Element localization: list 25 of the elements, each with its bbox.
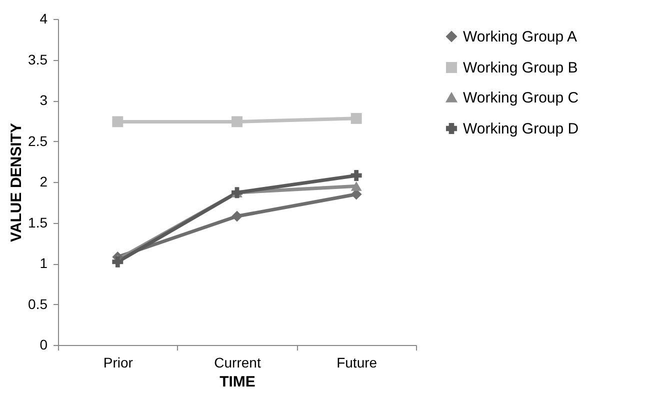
- y-tick-label: 3: [40, 92, 48, 108]
- point: [232, 116, 242, 128]
- y-tick-label: 3.5: [28, 51, 48, 68]
- point: [350, 170, 362, 181]
- y-tick-label: 2: [40, 174, 48, 190]
- point: [112, 116, 124, 128]
- point: [350, 181, 362, 191]
- y-tick-label: 0: [40, 336, 48, 352]
- legend-label: Working Group C: [463, 90, 579, 106]
- legend-label: Working Group A: [463, 28, 577, 46]
- y-tick-label: 1.5: [28, 214, 48, 230]
- y-axis-title: VALUE DENSITY: [8, 123, 26, 242]
- y-tick-label: 1: [40, 255, 48, 271]
- point: [112, 256, 124, 268]
- x-axis-title: TIME: [220, 374, 256, 390]
- y-tick-label: 2.5: [28, 132, 48, 149]
- x-tick-label: Prior: [103, 354, 134, 370]
- y-tick-label: 0.5: [28, 296, 48, 312]
- point: [232, 210, 242, 222]
- legend-label: Working Group B: [463, 60, 578, 76]
- point: [350, 112, 362, 124]
- x-tick-label: Future: [336, 354, 378, 370]
- legend-label: Working Group D: [463, 120, 579, 138]
- x-tick-label: Current: [214, 354, 261, 370]
- y-tick-label: 4: [40, 10, 48, 26]
